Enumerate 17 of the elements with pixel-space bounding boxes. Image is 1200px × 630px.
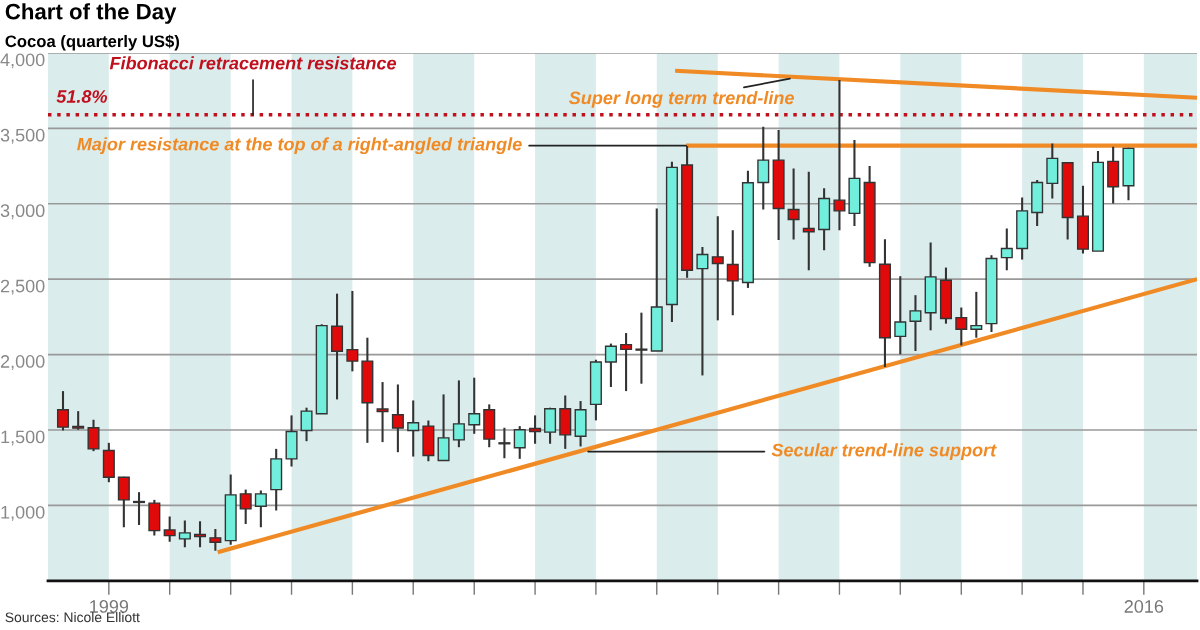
y-tick-label: 3,000 <box>0 204 45 220</box>
y-tick-label: 2,500 <box>0 279 45 295</box>
chart-title: Chart of the Day <box>5 3 177 24</box>
y-tick-label: 2,000 <box>0 355 45 370</box>
y-tick-label: 1,000 <box>1 505 45 521</box>
x-tick-label: 2016 <box>1124 600 1164 613</box>
y-tick-label: 4,000 <box>0 53 45 69</box>
x-tick-label: 1999 <box>90 600 129 613</box>
annotation: 51.8% <box>56 90 108 103</box>
annotation: Secular trend-line support <box>771 443 997 461</box>
source-note: Sources: Nicole Elliott <box>5 612 140 623</box>
y-tick-label: 1,500 <box>1 430 45 446</box>
y-tick-label: 3,500 <box>0 128 45 144</box>
annotation: Major resistance at the top of a right-angled triangle <box>77 137 522 155</box>
annotation: Super long term trend-line <box>568 90 794 108</box>
annotation: Fibonacci retracement resistance <box>109 56 397 70</box>
chart-subtitle: Cocoa (quarterly US$) <box>5 34 180 51</box>
